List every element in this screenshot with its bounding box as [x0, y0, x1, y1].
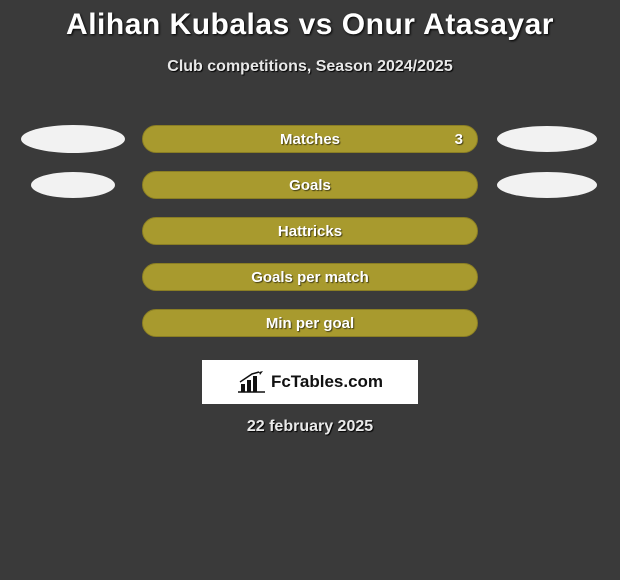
chart-row: Matches 3 — [8, 116, 612, 162]
branding-text: FcTables.com — [271, 372, 383, 392]
chart-row: Goals per match — [8, 254, 612, 300]
stat-label: Goals per match — [251, 269, 369, 286]
comparison-chart: Matches 3 Goals Hattricks Goals per match Min… — [0, 116, 620, 346]
value-ellipse — [497, 126, 597, 152]
left-value-slot — [8, 125, 138, 153]
stat-label: Goals — [289, 177, 331, 194]
chart-row: Goals — [8, 162, 612, 208]
comparison-infographic: Alihan Kubalas vs Onur Atasayar Club com… — [0, 0, 620, 436]
stat-label: Min per goal — [266, 315, 354, 332]
stat-bar: Min per goal — [142, 309, 478, 337]
chart-row: Hattricks — [8, 208, 612, 254]
branding-badge: FcTables.com — [202, 360, 418, 404]
value-ellipse — [497, 172, 597, 198]
stat-label: Hattricks — [278, 223, 342, 240]
snapshot-date: 22 february 2025 — [0, 418, 620, 436]
stat-bar: Goals — [142, 171, 478, 199]
page-title: Alihan Kubalas vs Onur Atasayar — [0, 8, 620, 42]
chart-row: Min per goal — [8, 300, 612, 346]
stat-bar: Hattricks — [142, 217, 478, 245]
stat-value: 3 — [455, 131, 463, 148]
bar-chart-icon — [237, 371, 265, 393]
stat-bar: Goals per match — [142, 263, 478, 291]
stat-bar: Matches 3 — [142, 125, 478, 153]
value-ellipse — [31, 172, 115, 198]
value-ellipse — [21, 125, 125, 153]
page-subtitle: Club competitions, Season 2024/2025 — [0, 58, 620, 76]
right-value-slot — [482, 172, 612, 198]
right-value-slot — [482, 126, 612, 152]
stat-label: Matches — [280, 131, 340, 148]
left-value-slot — [8, 172, 138, 198]
